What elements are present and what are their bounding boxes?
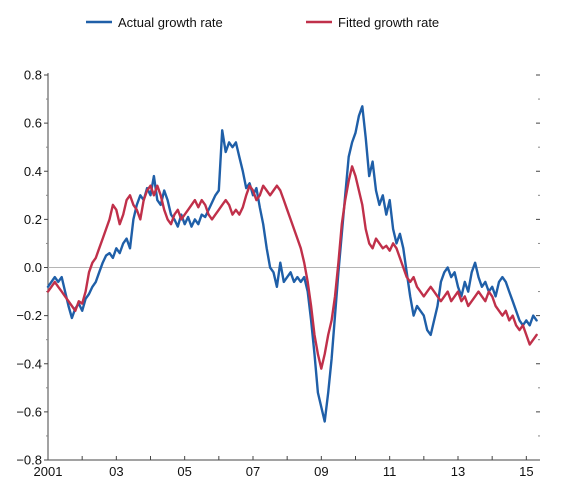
series-line-fitted [46,165,538,370]
series-line-actual [46,105,538,423]
x-tick-label: 03 [109,464,123,479]
y-tick-label: −0.2 [16,308,42,323]
y-tick-label: 0.0 [24,260,42,275]
y-tick-label: −0.4 [16,356,42,371]
x-tick-label: 09 [314,464,328,479]
y-tick-label: 0.4 [24,164,42,179]
x-tick-label: 15 [519,464,533,479]
x-tick-label: 07 [246,464,260,479]
legend-label-fitted: Fitted growth rate [338,15,439,30]
x-tick-label: 11 [383,464,397,479]
legend: Actual growth rate Fitted growth rate [86,15,439,30]
x-tick-label: 2001 [34,464,63,479]
y-tick-label: 0.2 [24,212,42,227]
y-tick-label: 0.6 [24,116,42,131]
y-tick-label: −0.8 [16,453,42,468]
legend-label-actual: Actual growth rate [118,15,223,30]
x-tick-label: 05 [177,464,191,479]
y-tick-label: 0.8 [24,68,42,83]
plot-area [46,105,538,423]
y-tick-label: −0.6 [16,404,42,419]
x-tick-label: 13 [451,464,465,479]
